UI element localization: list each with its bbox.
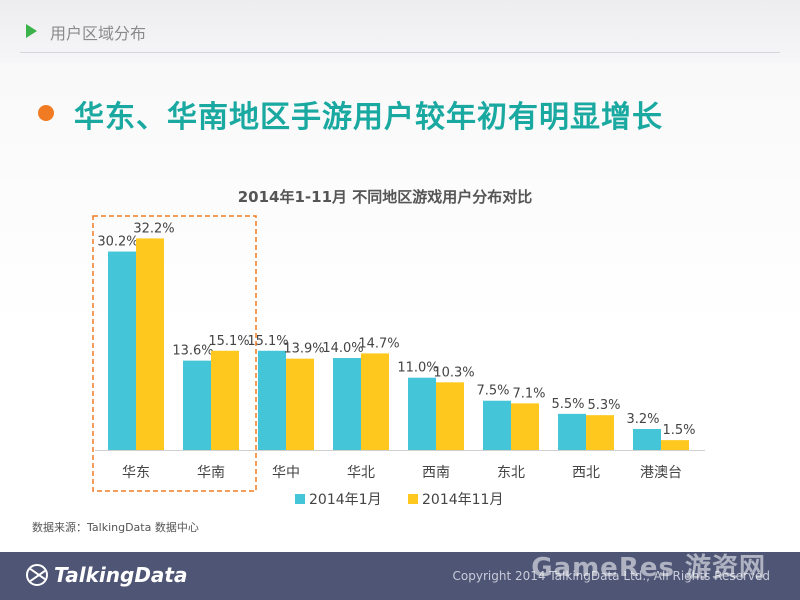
- data-label: 14.7%: [358, 336, 399, 351]
- chart-title: 2014年1-11月 不同地区游戏用户分布对比: [238, 188, 533, 206]
- copyright-text: Copyright 2014 TalkingData Ltd., All Rig…: [452, 569, 770, 583]
- watermark: GameRes 游资网: [531, 553, 766, 583]
- logo-name: TalkingData: [54, 563, 188, 587]
- top-bar: 用户区域分布: [0, 0, 800, 62]
- category-label: 华中: [272, 465, 300, 481]
- legend-label: 2014年11月: [422, 492, 503, 508]
- data-label: 3.2%: [626, 412, 659, 427]
- category-label: 华东: [122, 465, 150, 481]
- bar-jan: [483, 400, 511, 450]
- legend-label: 2014年1月: [309, 492, 382, 508]
- bar-nov: [136, 238, 164, 450]
- source-note: 数据来源：TalkingData 数据中心: [32, 521, 199, 534]
- category-label: 港澳台: [640, 465, 682, 481]
- data-label: 15.1%: [247, 334, 288, 349]
- data-label: 32.2%: [133, 221, 174, 236]
- data-label: 14.0%: [322, 341, 363, 356]
- bar-jan: [108, 251, 136, 450]
- bar-jan: [258, 350, 286, 450]
- bullet-dot-icon: [38, 105, 54, 121]
- bar-nov: [661, 440, 689, 450]
- section-title: 用户区域分布: [50, 24, 147, 43]
- bar-jan: [408, 377, 436, 450]
- bar-jan: [333, 358, 361, 450]
- bar-chart: 2014年1-11月 不同地区游戏用户分布对比 30.2%32.2% 华东 13.6…: [92, 188, 705, 508]
- bar-nov: [361, 353, 389, 450]
- category-label: 东北: [497, 465, 525, 481]
- headline: 华东、华南地区手游用户较年初有明显增长: [74, 100, 663, 135]
- data-label: 30.2%: [97, 235, 138, 250]
- talkingdata-logo: TalkingData: [26, 563, 188, 587]
- data-label: 1.5%: [662, 423, 695, 438]
- legend-swatch: [295, 494, 305, 504]
- bar-nov: [436, 382, 464, 450]
- data-label: 10.3%: [433, 365, 474, 380]
- bar-nov: [586, 415, 614, 450]
- data-label: 15.1%: [208, 334, 249, 349]
- data-label: 5.3%: [587, 398, 620, 413]
- data-label: 13.9%: [283, 342, 324, 357]
- play-triangle-icon: [26, 24, 37, 38]
- footer-bar: TalkingData Copyright 2014 TalkingData L…: [0, 552, 800, 600]
- category-label: 华北: [347, 465, 375, 481]
- data-label: 11.0%: [397, 361, 438, 376]
- basketball-icon: [26, 564, 48, 586]
- bar-jan: [633, 428, 661, 450]
- category-label: 西南: [422, 465, 450, 481]
- category-label: 西北: [572, 465, 600, 481]
- bar-jan: [183, 360, 211, 450]
- bar-nov: [511, 403, 539, 450]
- data-label: 5.5%: [551, 397, 584, 412]
- category-label: 华南: [197, 465, 225, 481]
- legend-swatch: [408, 494, 418, 504]
- bar-jan: [558, 413, 586, 450]
- data-label: 7.1%: [512, 386, 545, 401]
- highlight-box: [92, 215, 257, 492]
- bar-nov: [286, 358, 314, 450]
- data-label: 7.5%: [476, 384, 509, 399]
- data-label: 13.6%: [172, 344, 213, 359]
- bar-nov: [211, 350, 239, 450]
- header-divider: [20, 52, 780, 53]
